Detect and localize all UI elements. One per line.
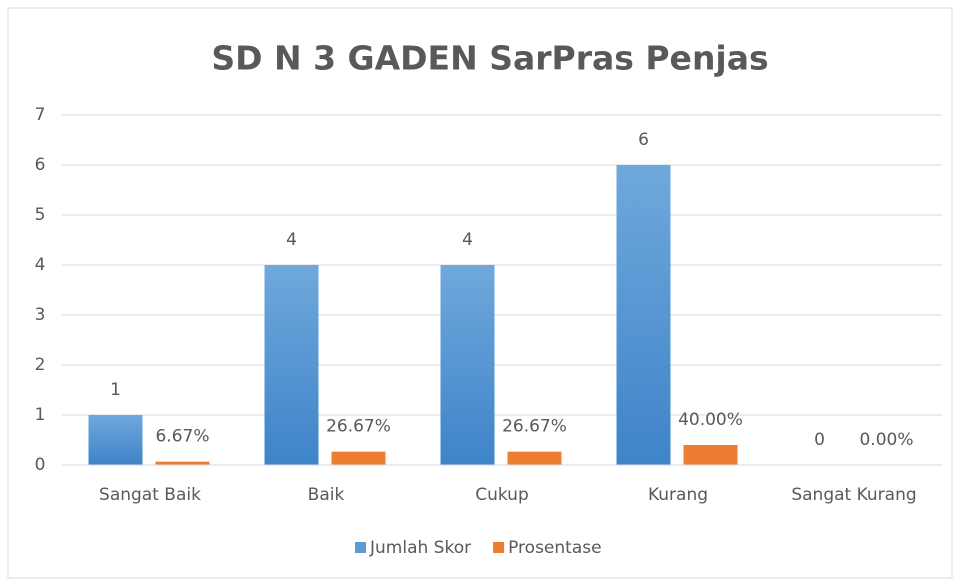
y-tick-label: 4 [35,255,46,275]
y-tick-label: 3 [35,305,46,325]
bar [440,265,495,465]
bar [264,265,319,465]
bar [683,445,738,465]
bar [507,451,562,465]
legend-swatch [493,542,505,553]
value-label: 4 [462,230,473,250]
y-tick-label: 6 [35,155,46,175]
x-tick-label: Cukup [475,485,529,505]
y-tick-label: 2 [35,355,46,375]
value-label: 0 [814,430,825,450]
value-label: 26.67% [502,417,567,437]
legend-label: Jumlah Skor [369,538,471,558]
value-label: 1 [110,380,121,400]
legend-label: Prosentase [508,538,601,558]
y-tick-label: 0 [35,455,46,475]
bar [616,165,671,465]
bar [88,415,143,465]
y-tick-label: 1 [35,405,46,425]
y-tick-label: 7 [35,105,46,125]
value-label: 0.00% [859,430,913,450]
y-tick-label: 5 [35,205,46,225]
bar [155,461,210,465]
value-label: 40.00% [678,410,743,430]
value-label: 26.67% [326,417,391,437]
legend-swatch [355,542,366,553]
x-tick-label: Baik [308,485,345,505]
bar [331,451,386,465]
chart-title: SD N 3 GADEN SarPras Penjas [211,39,768,78]
x-tick-label: Sangat Kurang [791,485,916,505]
value-label: 4 [286,230,297,250]
value-label: 6.67% [155,427,209,447]
x-tick-label: Sangat Baik [99,485,201,505]
x-tick-label: Kurang [648,485,708,505]
value-label: 6 [638,130,649,150]
